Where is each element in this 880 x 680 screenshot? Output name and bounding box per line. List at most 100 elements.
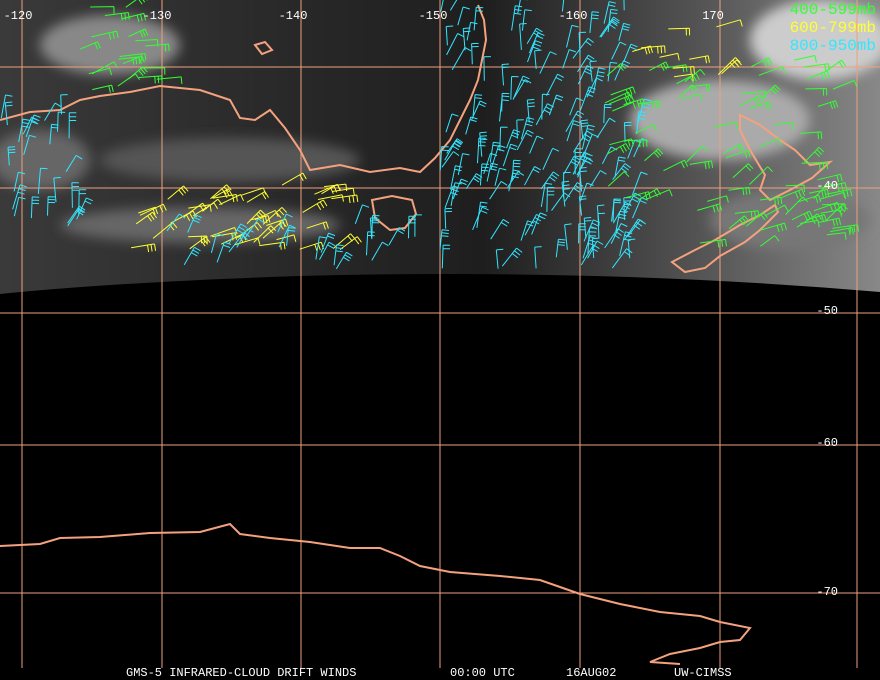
wind-barb: [527, 40, 543, 63]
wind-barb: [565, 110, 585, 132]
wind-barb: [439, 229, 450, 250]
wind-barb: [587, 227, 597, 254]
wind-barb: [444, 185, 460, 209]
wind-barb: [302, 199, 328, 213]
wind-barb: [483, 56, 491, 81]
wind-barb: [12, 184, 27, 210]
wind-barb: [125, 0, 148, 8]
wind-barb: [441, 151, 460, 168]
wind-barb: [649, 61, 670, 72]
wind-barb: [444, 139, 463, 161]
wind-barb: [188, 204, 212, 212]
wind-barb: [826, 188, 853, 198]
wind-barb: [502, 143, 518, 167]
wind-barb: [577, 65, 594, 85]
wind-barb: [244, 218, 265, 240]
wind-barb: [188, 235, 208, 244]
wind-barb: [371, 215, 380, 240]
wind-barb: [759, 222, 787, 233]
wind-barb: [623, 43, 638, 63]
wind-barb: [512, 75, 530, 100]
wind-barb: [581, 124, 595, 150]
wind-barb: [627, 238, 636, 259]
wind-barb: [542, 147, 560, 170]
wind-barb: [804, 146, 825, 163]
wind-barb: [572, 151, 591, 175]
wind-barb: [681, 93, 703, 101]
wind-barb: [414, 214, 422, 237]
wind-barb: [156, 76, 183, 84]
wind-barb: [440, 0, 444, 12]
wind-barb: [262, 207, 288, 225]
wind-barb: [623, 139, 648, 148]
wind-barb: [608, 94, 635, 105]
coastline-island: [370, 194, 418, 232]
wind-barb: [138, 206, 159, 215]
wind-barb: [813, 201, 841, 212]
wind-barb: [644, 148, 664, 162]
wind-barb: [53, 176, 61, 203]
wind-barb: [832, 224, 860, 233]
wind-barb: [707, 195, 729, 203]
wind-barb: [540, 182, 553, 207]
wind-barb: [791, 210, 814, 221]
wind-barb: [104, 12, 130, 21]
wind-barb: [583, 219, 600, 242]
wind-barb: [71, 182, 80, 208]
wind-barb: [572, 37, 594, 59]
wind-barb: [641, 45, 666, 54]
wind-barb: [606, 63, 626, 76]
wind-barb: [183, 246, 201, 266]
wind-barb: [122, 55, 145, 65]
wind-barb: [589, 60, 597, 82]
wind-barb: [716, 19, 743, 28]
footer-text: UW-CIMSS: [674, 666, 732, 680]
wind-barb: [774, 122, 794, 130]
wind-barb: [449, 0, 458, 11]
wind-barb: [471, 42, 479, 65]
wind-barb: [371, 241, 389, 261]
wind-barb: [580, 182, 594, 201]
wind-barb: [734, 210, 760, 219]
wind-barb: [354, 204, 370, 224]
wind-barb: [501, 247, 523, 267]
wind-barb: [700, 238, 727, 248]
wind-barb: [445, 25, 454, 46]
wind-barb: [578, 31, 587, 56]
wind-barb: [582, 133, 599, 158]
wind-barb: [25, 114, 41, 138]
wind-barb: [37, 167, 48, 194]
wind-barb: [315, 236, 327, 260]
wind-barb: [189, 236, 211, 250]
legend-entry: 400-599mb: [790, 1, 876, 19]
longitude-label: -140: [279, 9, 308, 23]
wind-barb: [826, 232, 847, 240]
wind-barb: [47, 196, 56, 216]
wind-barb: [445, 113, 459, 133]
wind-barb: [121, 12, 147, 23]
wind-barb: [635, 124, 658, 134]
wind-barb: [22, 116, 39, 135]
wind-barb: [623, 0, 625, 11]
wind-barb: [578, 223, 586, 244]
wind-barb: [145, 43, 170, 52]
wind-barb: [0, 94, 13, 119]
wind-barb: [808, 188, 830, 198]
wind-barb: [321, 183, 342, 195]
wind-barb: [30, 196, 40, 219]
wind-barb: [91, 61, 118, 75]
wind-barb: [725, 149, 751, 159]
wind-barb: [546, 73, 564, 96]
wind-barbs: [0, 0, 860, 270]
wind-barb: [457, 153, 470, 175]
wind-barb: [499, 126, 508, 151]
wind-barb: [202, 198, 223, 212]
latitude-label: -70: [816, 585, 838, 599]
footer-text: GMS-5 INFRARED-CLOUD DRIFT WINDS: [126, 666, 356, 680]
wind-barb: [638, 100, 661, 109]
wind-barb: [513, 79, 532, 98]
wind-barb: [805, 88, 828, 96]
wind-barb: [131, 243, 157, 253]
latitude-label: -60: [816, 436, 838, 450]
